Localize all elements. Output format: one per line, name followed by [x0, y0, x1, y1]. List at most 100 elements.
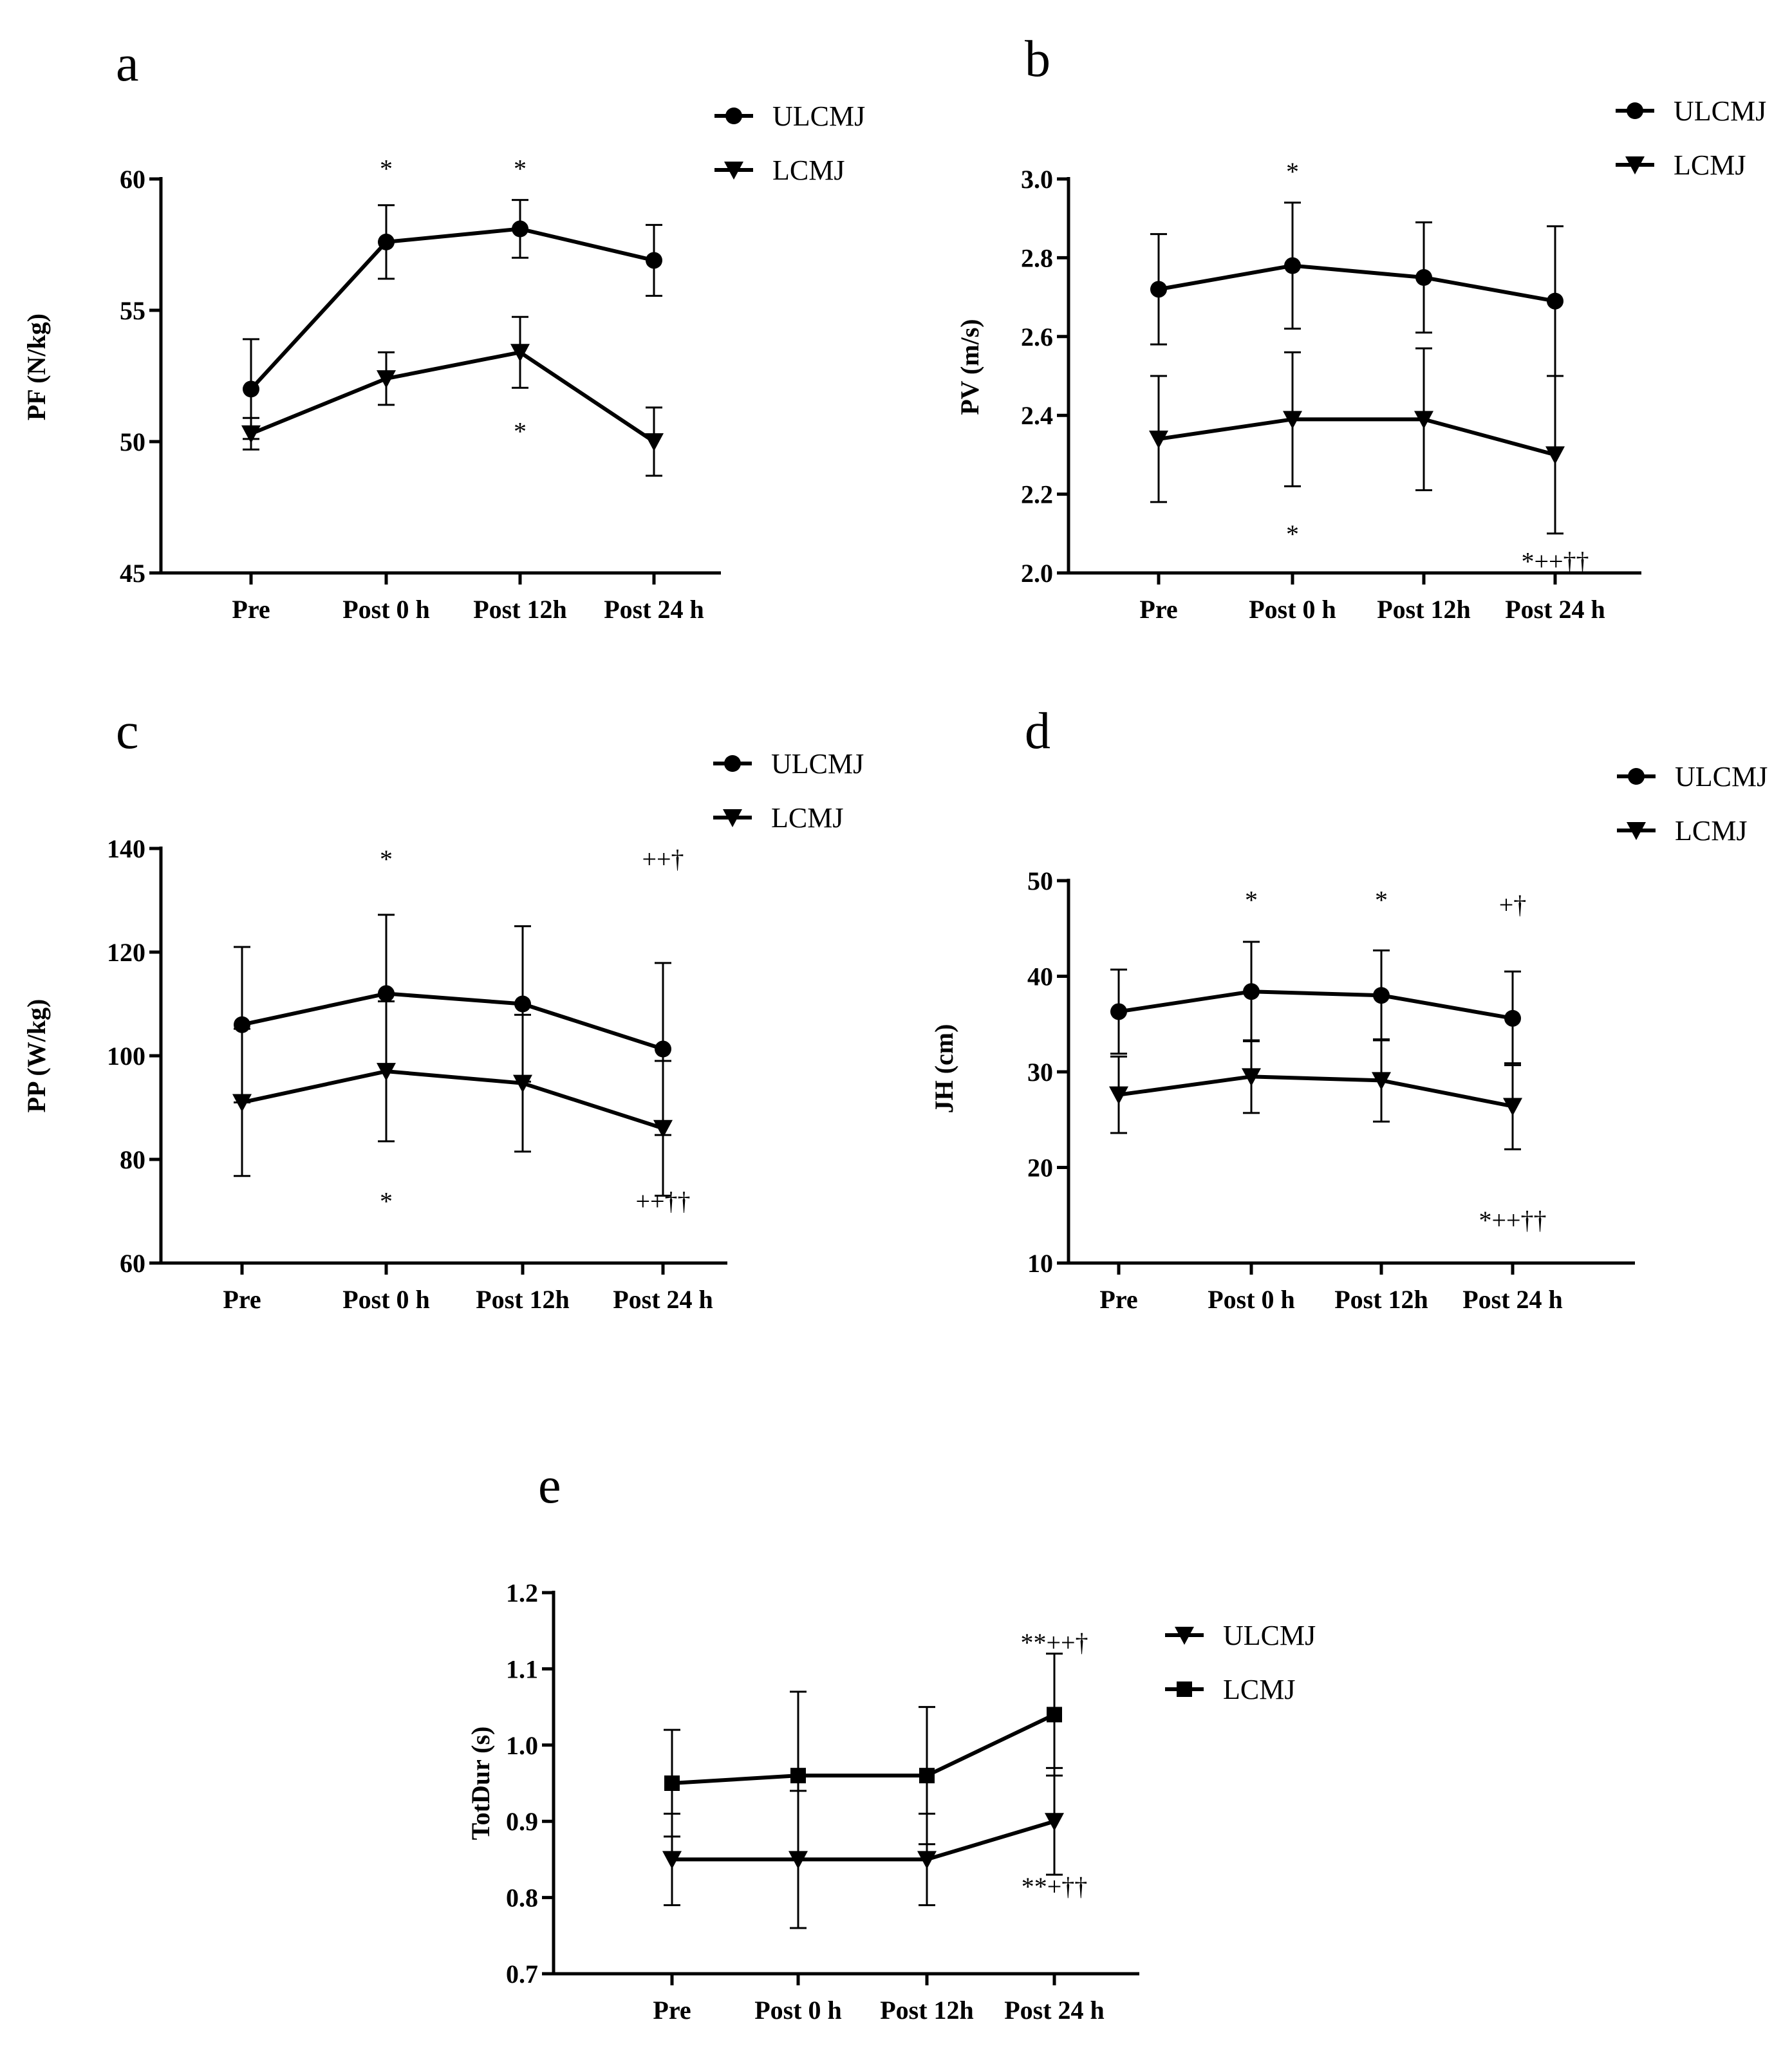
panel-letter: d [1025, 703, 1050, 760]
panel-letter: a [116, 35, 139, 92]
series-lcmj [664, 1653, 1063, 1860]
chart-panel-d: d 10 20 30 40 50 Pre Post 0 h Post 12h Post 24 h J… [929, 703, 1768, 1314]
chart-panel-c: c 60 80 100 120 140 Pre Post 0 h Post 12h Post 24… [22, 703, 864, 1314]
data-point [1242, 1068, 1261, 1087]
x-tick-label: Post 24 h [1004, 1996, 1105, 2025]
y-axis-label: TotDur (s) [466, 1727, 495, 1840]
y-tick-label: 0.7 [506, 1960, 538, 1989]
y-tick-label: 50 [1027, 866, 1053, 895]
data-point [1110, 1003, 1127, 1020]
series-line [671, 1712, 1056, 1785]
x-tick-label: Pre [1099, 1285, 1137, 1314]
legend-label: ULCMJ [1674, 95, 1766, 127]
data-point [1545, 446, 1565, 465]
x-tick-label: Post 0 h [342, 1285, 430, 1314]
data-point [1283, 411, 1302, 429]
data-point [243, 380, 259, 398]
data-point [1109, 1086, 1128, 1105]
y-tick-label: 2.2 [1021, 480, 1053, 509]
series-lcmj [232, 1000, 673, 1197]
legend-label: ULCMJ [771, 748, 864, 780]
series-line [250, 350, 655, 444]
y-tick-label: 120 [107, 938, 145, 967]
y-axis-label: PV (m/s) [955, 319, 984, 415]
data-point [377, 1063, 396, 1082]
significance-annotation: ++† [642, 845, 684, 874]
significance-annotation: * [380, 1186, 393, 1215]
y-tick-label: 40 [1027, 962, 1053, 991]
y-tick-label: 100 [107, 1042, 145, 1071]
panel-letter: b [1025, 31, 1050, 88]
legend-marker [1175, 1627, 1194, 1645]
data-point [1504, 1009, 1521, 1027]
legend-label: LCMJ [772, 155, 845, 186]
x-tick-label: Pre [1139, 595, 1177, 624]
y-tick-label: 1.1 [506, 1654, 538, 1683]
series-lcmj [241, 315, 664, 477]
y-tick-label: 20 [1027, 1154, 1053, 1183]
legend-label: LCMJ [1674, 149, 1746, 181]
series-ulcmj [243, 199, 662, 440]
y-tick-label: 2.0 [1021, 559, 1053, 588]
y-tick-label: 50 [120, 427, 145, 456]
data-point [378, 233, 395, 250]
data-point [1243, 983, 1260, 1000]
significance-annotation: *++†† [1479, 1206, 1546, 1235]
data-point [1045, 1813, 1064, 1831]
significance-annotation: * [1286, 520, 1299, 548]
legend-label: ULCMJ [1675, 761, 1768, 792]
significance-annotation: * [380, 845, 393, 874]
legend-label: ULCMJ [772, 100, 865, 132]
data-point [917, 1851, 937, 1869]
chart-panel-a: a 45 50 55 60 Pre Post 0 h Post 12h Post 24 h PF … [22, 35, 865, 624]
chart-panel-e: e 0.7 0.8 0.9 1.0 1.1 1.2 Pre Post 0 h Post 12h Po… [466, 1457, 1316, 2025]
y-tick-label: 3.0 [1021, 165, 1053, 194]
data-point [1372, 1072, 1391, 1091]
y-tick-label: 1.0 [506, 1731, 538, 1760]
y-tick-label: 0.9 [506, 1807, 538, 1836]
data-point [1414, 411, 1433, 429]
x-tick-label: Post 12h [880, 1996, 974, 2025]
panel-letter: c [116, 703, 139, 760]
data-point [1503, 1098, 1522, 1116]
y-axis-label: PP (W/kg) [22, 999, 51, 1113]
series-line [241, 991, 664, 1051]
series-line [1118, 1074, 1513, 1109]
y-tick-label: 2.6 [1021, 323, 1053, 351]
data-point [241, 425, 261, 444]
series-ulcmj [1150, 201, 1563, 377]
y-axis-label: PF (N/kg) [22, 314, 51, 420]
data-point [512, 220, 528, 238]
legend-marker [724, 755, 741, 772]
series-lcmj [1109, 1038, 1522, 1150]
significance-annotation: +† [1499, 890, 1527, 919]
x-tick-label: Post 24 h [613, 1285, 713, 1314]
x-tick-label: Post 12h [476, 1285, 570, 1314]
significance-annotation: *++†† [1521, 547, 1589, 576]
data-point [655, 1040, 671, 1058]
data-point [1415, 269, 1432, 286]
y-tick-label: 10 [1027, 1249, 1053, 1278]
y-tick-label: 60 [120, 1249, 145, 1278]
y-tick-label: 30 [1027, 1058, 1053, 1087]
legend-label: LCMJ [771, 802, 843, 834]
series-lcmj [1149, 347, 1565, 535]
legend-label: LCMJ [1675, 815, 1747, 847]
y-tick-label: 55 [120, 296, 145, 325]
data-point [1149, 430, 1168, 449]
data-point [1373, 987, 1390, 1004]
significance-annotation: * [514, 417, 527, 446]
x-tick-label: Pre [653, 1996, 691, 2025]
x-tick-label: Pre [232, 595, 270, 624]
y-tick-label: 0.8 [506, 1884, 538, 1913]
y-tick-label: 45 [120, 559, 145, 588]
significance-annotation: * [380, 155, 393, 183]
data-point [377, 370, 396, 389]
y-tick-label: 140 [107, 834, 145, 863]
y-tick-label: 2.8 [1021, 243, 1053, 272]
series-ulcmj [1110, 941, 1521, 1067]
x-tick-label: Post 0 h [754, 1996, 842, 2025]
x-tick-label: Post 0 h [1249, 595, 1336, 624]
legend-label: ULCMJ [1223, 1620, 1316, 1651]
